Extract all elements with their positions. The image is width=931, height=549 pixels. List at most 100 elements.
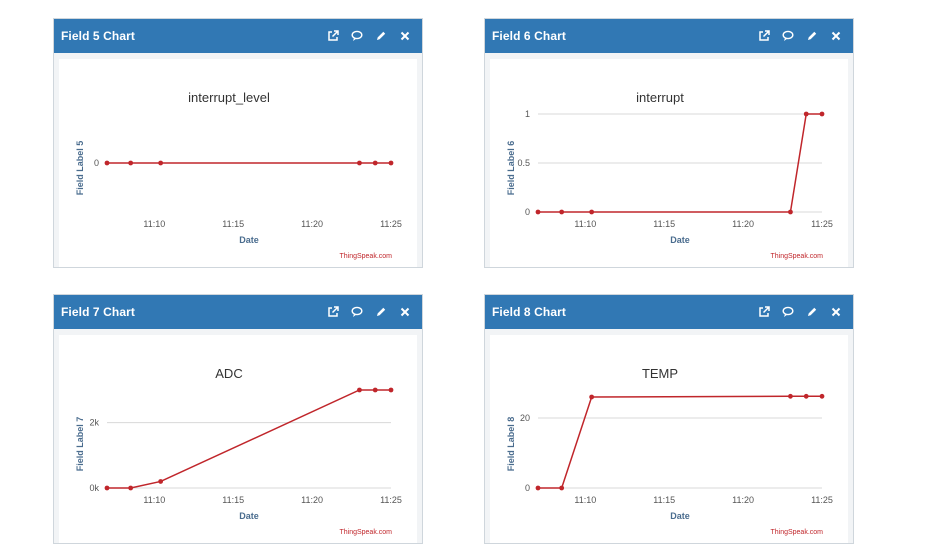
panel-title: Field 8 Chart — [492, 305, 566, 319]
chart-panel-field-5: Field 5 Chart interrupt_level 0 11:10 11:15… — [53, 18, 423, 268]
external-link-icon[interactable] — [325, 305, 340, 320]
x-tick-label: 11:25 — [811, 495, 833, 505]
y-tick-label: 0 — [525, 207, 530, 217]
comment-icon[interactable] — [349, 305, 364, 320]
line-chart: ADC 0k 2k 11:10 11:15 11:20 11:25 Date Field Lab… — [75, 366, 402, 536]
y-tick-label: 2k — [89, 418, 99, 428]
x-tick-label: 11:25 — [811, 219, 833, 229]
panel-header-icons — [756, 29, 843, 44]
panel-title: Field 7 Chart — [61, 305, 135, 319]
panel-title: Field 6 Chart — [492, 29, 566, 43]
data-point — [559, 485, 565, 491]
comment-icon[interactable] — [780, 29, 795, 44]
x-tick-label: 11:15 — [222, 219, 244, 229]
panel-header-icons — [325, 29, 412, 44]
data-point — [128, 160, 134, 166]
y-tick-label: 1 — [525, 109, 530, 119]
external-link-icon[interactable] — [756, 29, 771, 44]
data-point — [372, 160, 378, 166]
pencil-icon[interactable] — [373, 305, 388, 320]
x-tick-label: 11:20 — [301, 495, 323, 505]
credit-link: ThingSpeak.com — [339, 253, 392, 260]
data-point — [788, 209, 793, 215]
data-point — [819, 393, 825, 399]
pencil-icon[interactable] — [804, 29, 819, 44]
data-point — [104, 160, 110, 166]
chart-area: TEMP 0 20 11:10 11:15 11:20 11:25 Date Field Lab… — [490, 335, 848, 543]
y-tick-label: 0 — [94, 158, 99, 168]
chart-title: ADC — [215, 366, 242, 381]
chart-area: ADC 0k 2k 11:10 11:15 11:20 11:25 Date Field Lab… — [59, 335, 417, 543]
data-point — [535, 485, 541, 491]
close-icon[interactable] — [397, 29, 412, 44]
credit-link: ThingSpeak.com — [770, 529, 823, 536]
chart-panel-field-7: Field 7 Chart ADC 0k 2k 11:10 11:15 11:20 11:2… — [53, 294, 423, 544]
chart-area: interrupt_level 0 11:10 11:15 11:20 11:25 Date… — [59, 59, 417, 267]
chart-title: TEMP — [642, 366, 678, 381]
data-point — [388, 160, 394, 166]
chart-panel-field-8: Field 8 Chart TEMP 0 20 11:10 11:15 11:20 11:2… — [484, 294, 854, 544]
series-line — [538, 395, 822, 489]
data-point — [535, 209, 541, 215]
series-line — [107, 389, 391, 489]
x-tick-label: 11:10 — [574, 219, 596, 229]
pencil-icon[interactable] — [804, 305, 819, 320]
chart-title: interrupt — [636, 90, 684, 105]
panel-header: Field 7 Chart — [54, 295, 422, 329]
y-tick-label: 0 — [525, 483, 530, 493]
data-point — [357, 387, 362, 393]
pencil-icon[interactable] — [373, 29, 388, 44]
data-point — [128, 485, 134, 491]
credit-link: ThingSpeak.com — [339, 529, 392, 536]
comment-icon[interactable] — [780, 305, 795, 320]
line-chart: TEMP 0 20 11:10 11:15 11:20 11:25 Date Field Lab… — [506, 366, 833, 536]
external-link-icon[interactable] — [756, 305, 771, 320]
panel-title: Field 5 Chart — [61, 29, 135, 43]
data-point — [803, 111, 809, 117]
panel-header: Field 6 Chart — [485, 19, 853, 53]
panel-header-icons — [325, 305, 412, 320]
data-point — [589, 209, 595, 215]
x-tick-label: 11:15 — [653, 495, 675, 505]
data-point — [158, 160, 164, 166]
x-tick-label: 11:15 — [653, 219, 675, 229]
data-point — [357, 160, 362, 166]
y-axis-title: Field Label 5 — [75, 141, 85, 196]
series-line — [538, 113, 822, 213]
close-icon[interactable] — [397, 305, 412, 320]
data-point — [104, 485, 110, 491]
data-point — [589, 394, 595, 400]
data-point — [788, 393, 793, 399]
x-tick-label: 11:10 — [574, 495, 596, 505]
data-point — [158, 479, 164, 484]
y-tick-label: 0k — [89, 483, 99, 493]
x-axis-title: Date — [670, 235, 690, 245]
x-tick-label: 11:20 — [301, 219, 323, 229]
data-point — [372, 387, 378, 393]
comment-icon[interactable] — [349, 29, 364, 44]
data-point — [388, 387, 394, 393]
panel-header-icons — [756, 305, 843, 320]
y-axis-title: Field Label 6 — [506, 141, 516, 196]
y-axis-title: Field Label 7 — [75, 417, 85, 472]
data-point — [559, 209, 565, 215]
x-tick-label: 11:25 — [380, 219, 402, 229]
close-icon[interactable] — [828, 305, 843, 320]
data-point — [819, 111, 825, 117]
panel-header: Field 8 Chart — [485, 295, 853, 329]
close-icon[interactable] — [828, 29, 843, 44]
chart-area: interrupt 0 0.5 1 11:10 11:15 11:20 11:25 Date Fi… — [490, 59, 848, 267]
panel-header: Field 5 Chart — [54, 19, 422, 53]
y-axis-title: Field Label 8 — [506, 417, 516, 472]
external-link-icon[interactable] — [325, 29, 340, 44]
chart-panel-field-6: Field 6 Chart interrupt 0 0.5 1 11:10 11:15 11… — [484, 18, 854, 268]
line-chart: interrupt 0 0.5 1 11:10 11:15 11:20 11:25 Date Fi… — [506, 90, 833, 260]
credit-link: ThingSpeak.com — [770, 253, 823, 260]
data-point — [803, 393, 809, 399]
x-tick-label: 11:20 — [732, 495, 754, 505]
line-chart: interrupt_level 0 11:10 11:15 11:20 11:25 Date… — [75, 90, 402, 260]
y-tick-label: 20 — [520, 413, 530, 423]
chart-title: interrupt_level — [188, 90, 270, 105]
x-axis-title: Date — [239, 235, 259, 245]
x-tick-label: 11:20 — [732, 219, 754, 229]
